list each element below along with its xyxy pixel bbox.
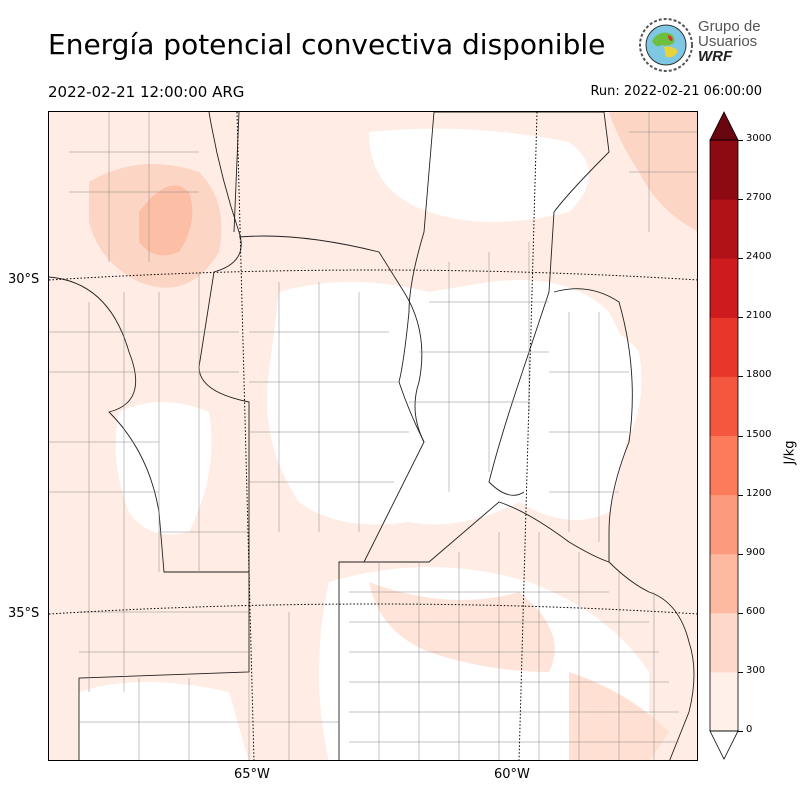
colorbar-band (710, 435, 738, 496)
lon-label-65w: 65°W (234, 767, 270, 782)
colorbar-band (710, 258, 738, 318)
boundary-line (339, 501, 610, 563)
colorbar-unit: J/kg (782, 440, 798, 465)
no-cape-south-west (79, 682, 249, 760)
boundary-line (69, 112, 697, 262)
colorbar-tick-mark (738, 553, 743, 555)
colorbar-tick-mark (738, 435, 743, 437)
cape-fill-north-east (609, 112, 697, 231)
colorbar-band (710, 140, 738, 200)
lat-label-35s: 35°S (8, 606, 40, 621)
colorbar-band (710, 671, 738, 732)
colorbar-tick-mark (738, 612, 743, 614)
parallel-35s (49, 603, 697, 615)
map-panel (48, 111, 698, 761)
boundary-line (198, 112, 250, 572)
no-cape-north (369, 128, 589, 222)
boundary-line (49, 276, 250, 760)
boundary-line (434, 112, 610, 496)
colorbar-lower-extend (709, 730, 739, 760)
colorbar-bands (710, 140, 738, 732)
colorbar-tick-label: 2700 (746, 192, 772, 204)
colorbar-upper-extend (709, 111, 739, 141)
colorbar-tick-mark (738, 140, 743, 141)
colorbar-tick-mark (738, 494, 743, 496)
colorbar-tick-label: 1500 (746, 428, 772, 440)
colorbar-band (710, 376, 738, 436)
colorbar-tick-label: 0 (746, 724, 753, 735)
cape-map (49, 112, 697, 760)
colorbar-tick-mark (738, 376, 743, 378)
colorbar-tick-label: 2100 (746, 310, 772, 322)
department-boundaries (49, 112, 697, 760)
colorbar-tick-label: 3000 (746, 133, 772, 144)
graticule (49, 112, 697, 760)
no-cape-east (549, 325, 642, 452)
boundary-line (549, 312, 629, 542)
colorbar-tick-mark (738, 731, 743, 732)
boundary-line (378, 532, 655, 760)
colorbar-tick-label: 1200 (746, 487, 772, 499)
lon-label-60w: 60°W (494, 767, 530, 782)
colorbar-tick-mark (738, 199, 743, 201)
colorbar-band (710, 317, 738, 377)
cape-shading (49, 112, 697, 760)
group-logo: Grupo de Usuarios WRF (638, 15, 768, 75)
boundary-line (249, 282, 409, 532)
boundary-line (409, 242, 549, 492)
colorbar-tick-mark (738, 317, 743, 319)
cape-fill-south-band (369, 582, 555, 672)
colorbar-band (710, 494, 738, 555)
cape-fill-core (139, 185, 193, 256)
colorbar-tick-label: 900 (746, 546, 766, 558)
colorbar-band (710, 553, 738, 614)
parallel-30s (49, 269, 697, 281)
logo-line-2: Usuarios (698, 33, 758, 50)
colorbar-tick-label: 300 (746, 664, 766, 676)
boundary-line (398, 112, 435, 443)
lat-label-30s: 30°S (8, 272, 40, 287)
colorbar-tick-label: 2400 (746, 251, 772, 263)
colorbar-tick-label: 600 (746, 605, 766, 617)
colorbar-tick-label: 1800 (746, 369, 772, 381)
colorbar (709, 111, 739, 760)
province-boundaries (49, 112, 695, 760)
boundary-line (553, 288, 695, 760)
colorbar-tick-mark (738, 258, 743, 260)
colorbar-band (710, 612, 738, 673)
page-title: Energía potencial convectiva disponible (48, 28, 606, 61)
valid-time: 2022-02-21 12:00:00 ARG (48, 83, 245, 101)
no-cape-west (115, 402, 212, 535)
run-time: Run: 2022-02-21 06:00:00 (590, 84, 762, 99)
logo-line-3: WRF (698, 48, 733, 65)
boundary-line (49, 272, 339, 760)
logo-line-1: Grupo de (698, 18, 761, 35)
boundary-line (233, 112, 425, 760)
globe-logo-icon (639, 18, 693, 72)
colorbar-tick-mark (738, 671, 743, 673)
colorbar-band (710, 199, 738, 259)
